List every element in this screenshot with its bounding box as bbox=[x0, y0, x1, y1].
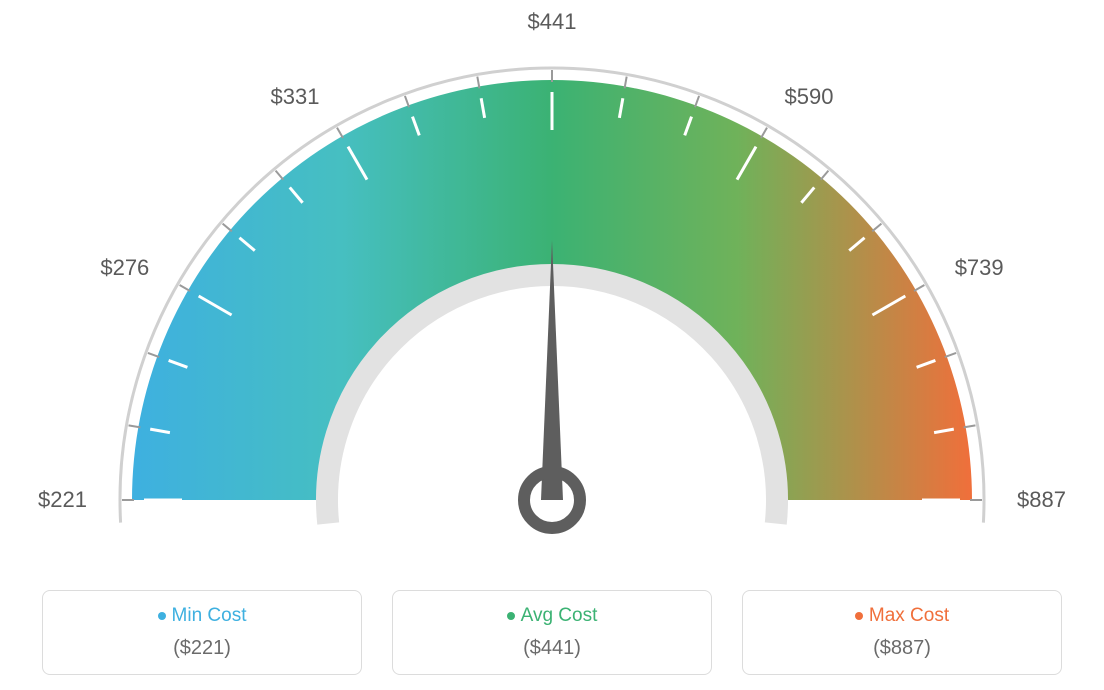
legend-avg: Avg Cost ($441) bbox=[392, 590, 712, 675]
legend-max-label: Max Cost bbox=[869, 605, 949, 626]
legend-min: Min Cost ($221) bbox=[42, 590, 362, 675]
gauge-svg bbox=[0, 10, 1104, 580]
tick-label: $441 bbox=[528, 9, 577, 35]
legend-avg-value: ($441) bbox=[403, 637, 701, 660]
legend-min-title: Min Cost bbox=[53, 605, 351, 627]
legend-avg-title: Avg Cost bbox=[403, 605, 701, 627]
legend-max: Max Cost ($887) bbox=[742, 590, 1062, 675]
tick-label: $739 bbox=[955, 255, 1004, 281]
tick-label: $590 bbox=[785, 84, 834, 110]
gauge-chart: $221 $276 $331 $441 $590 $739 $887 bbox=[0, 10, 1104, 580]
legend: Min Cost ($221) Avg Cost ($441) Max Cost… bbox=[0, 590, 1104, 675]
legend-min-label: Min Cost bbox=[172, 605, 247, 626]
dot-icon bbox=[855, 612, 863, 620]
dot-icon bbox=[507, 612, 515, 620]
tick-label: $276 bbox=[100, 255, 149, 281]
legend-avg-label: Avg Cost bbox=[521, 605, 598, 626]
legend-max-title: Max Cost bbox=[753, 605, 1051, 627]
tick-label: $887 bbox=[1017, 487, 1066, 513]
legend-min-value: ($221) bbox=[53, 637, 351, 660]
dot-icon bbox=[158, 612, 166, 620]
tick-label: $221 bbox=[38, 487, 87, 513]
legend-max-value: ($887) bbox=[753, 637, 1051, 660]
tick-label: $331 bbox=[271, 84, 320, 110]
